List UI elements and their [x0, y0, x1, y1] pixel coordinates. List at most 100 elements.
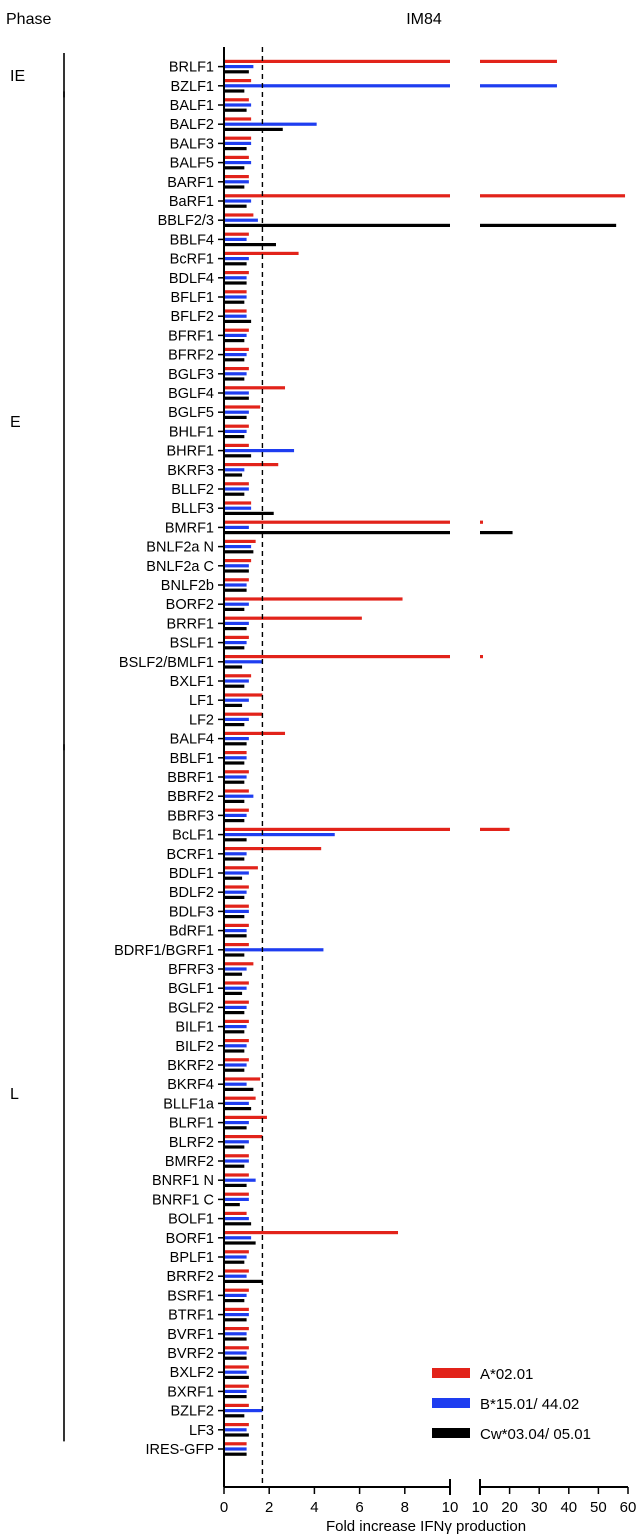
- bar-BARF1-s1: [224, 180, 249, 184]
- x-tick-label: 20: [501, 1499, 518, 1516]
- bar-BILF1-s2: [224, 1030, 245, 1034]
- bar-BRRF1-s0: [224, 616, 362, 620]
- bar-BdRF1-s0: [224, 923, 249, 927]
- legend-label: B*15.01/ 44.02: [480, 1396, 579, 1413]
- bar-BZLF1-s2: [224, 89, 245, 93]
- bar-BTRF1-s1: [224, 1313, 249, 1317]
- category-label: BALF4: [170, 732, 214, 748]
- bar-BFLF2-s2: [224, 319, 252, 323]
- bar-BARF1-s2: [224, 185, 245, 189]
- bar-LF1-s1: [224, 698, 249, 702]
- bar-BGLF3-s1: [224, 372, 247, 376]
- bar-BBLF1-s1: [224, 756, 247, 760]
- axes: 0 2 4 6 8 10 10 20 30 40 50 60: [218, 47, 636, 1516]
- bar-BFLF2-s1: [224, 314, 247, 318]
- category-label: BHRF1: [166, 444, 214, 460]
- bar-BGLF1-s0: [224, 981, 249, 985]
- category-label: BKRF4: [167, 1077, 214, 1093]
- bar-BALF4-s1: [224, 737, 249, 741]
- category-label: BZLF2: [170, 1404, 214, 1420]
- category-label: BNLF2a N: [146, 540, 214, 556]
- bar-BDLF3-s1: [224, 909, 249, 913]
- bar-BXLF1-s2: [224, 684, 245, 688]
- bar-BGLF2-s2: [224, 1011, 245, 1015]
- chart-title: IM84: [406, 11, 442, 28]
- category-label: BFRF1: [168, 328, 214, 344]
- bar-BARF1-s0: [224, 175, 249, 179]
- category-label: BORF2: [166, 597, 214, 613]
- category-label: BNLF2b: [161, 578, 214, 594]
- phase-label-IE: IE: [10, 68, 25, 85]
- bar-BZLF2-s0: [224, 1403, 249, 1407]
- bar-BNLF2a-C-s1: [224, 564, 249, 568]
- bar-BALF2-s1: [224, 122, 317, 126]
- bar-BKRF3-s1: [224, 468, 245, 472]
- bar-BVRF1-s0: [224, 1327, 249, 1331]
- bar-BBLF4-s1: [224, 237, 247, 241]
- bar-BGLF3-s0: [224, 367, 249, 371]
- bar-BFRF3-s2: [224, 972, 243, 976]
- category-label: BORF1: [166, 1231, 214, 1247]
- bar-BNLF2b-s2: [224, 588, 247, 592]
- category-label: BALF1: [170, 98, 214, 114]
- bar-BLLF2-s1: [224, 487, 249, 491]
- bar-BSLF2-BMLF1-s1: [224, 660, 263, 664]
- category-label: BdRF1: [169, 924, 214, 940]
- bar-LF3-s0: [224, 1423, 249, 1427]
- category-label: BKRF3: [167, 463, 214, 479]
- bar-BNRF1-C-s0: [224, 1192, 249, 1196]
- bar-BHLF1-s2: [224, 435, 245, 439]
- category-label: BALF5: [170, 156, 214, 172]
- bar-BKRF4-s0: [224, 1077, 261, 1081]
- bar-BBLF2-3-s2: [224, 223, 450, 227]
- bar-BdRF1-s1: [224, 929, 247, 933]
- phase-label-L: L: [10, 1086, 19, 1103]
- bar-BVRF2-s2: [224, 1356, 247, 1360]
- category-label: BFRF3: [168, 962, 214, 978]
- bar-BTRF1-s2: [224, 1318, 247, 1322]
- category-label: BBLF2/3: [158, 213, 214, 229]
- bar-BBLF4-s0: [224, 232, 249, 236]
- bar-BORF2-s1: [224, 602, 249, 606]
- bar-BGLF1-s1: [224, 986, 247, 990]
- category-label: BDLF3: [169, 904, 214, 920]
- bar-BNLF2a-C-s2: [224, 569, 249, 573]
- x-axis-label: Fold increase IFNγ production: [326, 1518, 526, 1535]
- x-tick-label: 40: [560, 1499, 577, 1516]
- category-label: BTRF1: [168, 1308, 214, 1324]
- bar-BaRF1-s0: [224, 194, 450, 198]
- category-label: BLLF2: [171, 482, 214, 498]
- bar-BXRF1-s2: [224, 1395, 247, 1399]
- bar-BALF5-s2: [224, 166, 245, 170]
- bar-BALF5-s0: [224, 155, 249, 159]
- bar-BDLF1-s1: [224, 871, 249, 875]
- bar-LF2-s2: [224, 723, 245, 727]
- bar-BXRF1-s0: [224, 1384, 249, 1388]
- category-label: BMRF2: [165, 1154, 214, 1170]
- bar-BBLF1-s0: [224, 751, 247, 755]
- x-tick-label: 30: [531, 1499, 548, 1516]
- bar-BBLF4-s2: [224, 243, 276, 247]
- bar-BOLF1-s1: [224, 1217, 249, 1221]
- category-label: BNLF2a C: [146, 559, 214, 575]
- bar-BORF1-s2: [224, 1241, 256, 1245]
- bar-BSRF1-s2: [224, 1299, 245, 1303]
- bar-BLRF1-s0: [224, 1115, 267, 1119]
- category-label: BLRF1: [169, 1116, 214, 1132]
- legend-swatch: [432, 1428, 470, 1438]
- bar-BFRF1-s2: [224, 339, 245, 343]
- bar-BSLF2-BMLF1-s2: [224, 665, 243, 669]
- bar-BKRF2-s1: [224, 1063, 247, 1067]
- category-label: BRRF1: [166, 616, 214, 632]
- bar-BSRF1-s0: [224, 1288, 249, 1292]
- category-label: BDLF1: [169, 866, 214, 882]
- bar-BMRF1-s0: [224, 520, 450, 524]
- bar-BXLF2-s2: [224, 1375, 249, 1379]
- bar-IRES-GFP-s2: [224, 1452, 247, 1456]
- bar-BGLF4-s0: [224, 386, 286, 390]
- bar-BNRF1-C-s1: [224, 1197, 249, 1201]
- bar-BPLF1-s0: [224, 1250, 249, 1254]
- category-label: BHLF1: [169, 424, 214, 440]
- bar-BLRF2-s1: [224, 1140, 249, 1144]
- category-label: BGLF2: [168, 1000, 214, 1016]
